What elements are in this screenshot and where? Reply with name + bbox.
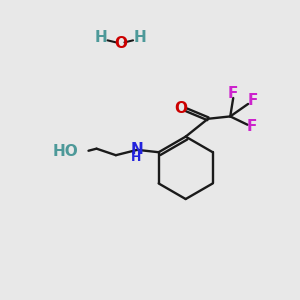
Text: F: F — [247, 119, 257, 134]
Text: H: H — [131, 151, 142, 164]
Text: HO: HO — [53, 144, 79, 159]
Text: O: O — [175, 101, 188, 116]
Text: O: O — [114, 35, 127, 50]
Text: H: H — [133, 30, 146, 45]
Text: F: F — [248, 94, 258, 109]
Text: F: F — [228, 86, 238, 101]
Text: N: N — [131, 142, 144, 158]
Text: H: H — [94, 30, 107, 45]
